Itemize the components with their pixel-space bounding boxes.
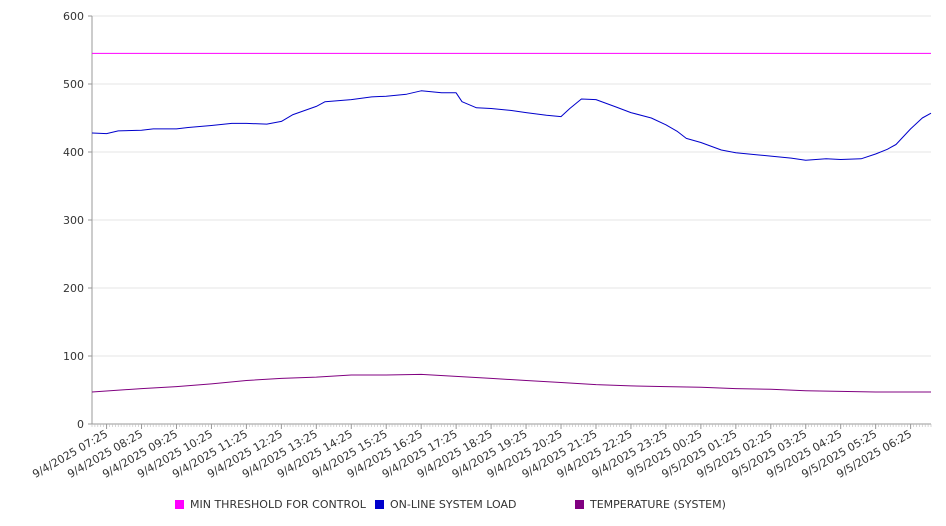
legend-label-temperature: TEMPERATURE (SYSTEM) (590, 498, 726, 511)
legend-label-threshold: MIN THRESHOLD FOR CONTROL (190, 498, 366, 511)
legend-item-threshold[interactable]: MIN THRESHOLD FOR CONTROL (175, 498, 366, 511)
legend-swatch-load (375, 500, 384, 509)
y-tick-label: 400 (63, 146, 84, 159)
y-tick-label: 200 (63, 282, 84, 295)
x-axis: 9/4/2025 07:259/4/2025 08:259/4/2025 09:… (30, 423, 932, 481)
legend-swatch-temperature (575, 500, 584, 509)
y-tick-label: 300 (63, 214, 84, 227)
grid-lines (92, 15, 931, 357)
legend-item-temperature[interactable]: TEMPERATURE (SYSTEM) (575, 498, 726, 511)
legend-label-load: ON-LINE SYSTEM LOAD (390, 498, 517, 511)
y-tick-label: 500 (63, 78, 84, 91)
legend: MIN THRESHOLD FOR CONTROL ON-LINE SYSTEM… (0, 498, 946, 514)
y-tick-label: 0 (77, 418, 84, 431)
y-axis: 0 100 200 300 400 500 600 (63, 10, 93, 431)
series-line-1 (91, 90, 932, 161)
legend-swatch-threshold (175, 500, 184, 509)
y-tick-label: 100 (63, 350, 84, 363)
y-tick-label: 600 (63, 10, 84, 23)
series-line-2 (91, 373, 931, 393)
legend-item-load[interactable]: ON-LINE SYSTEM LOAD (375, 498, 516, 511)
plot-area (91, 52, 932, 393)
